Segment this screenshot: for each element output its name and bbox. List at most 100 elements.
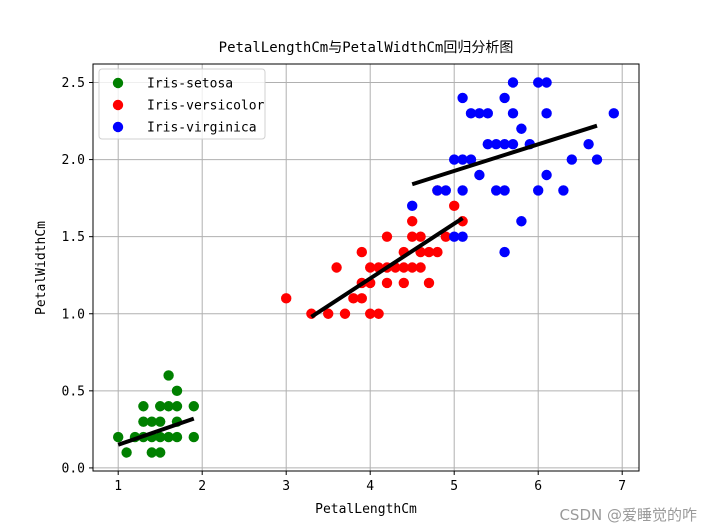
point-iris-versicolor — [323, 308, 334, 319]
point-iris-setosa — [138, 401, 149, 412]
point-iris-virginica — [499, 246, 510, 258]
legend-marker-iris-setosa — [112, 77, 124, 89]
y-axis-label: PetalWidthCm — [34, 221, 49, 315]
point-iris-virginica — [449, 154, 460, 165]
point-iris-setosa — [113, 431, 124, 443]
point-iris-virginica — [507, 138, 519, 150]
point-iris-virginica — [558, 185, 569, 196]
point-iris-setosa — [188, 401, 199, 412]
point-iris-versicolor — [407, 216, 418, 227]
watermark: CSDN @爱睡觉的咋 — [559, 506, 697, 524]
point-iris-virginica — [474, 108, 485, 119]
point-iris-versicolor — [331, 262, 342, 273]
x-tick-label: 4 — [366, 479, 374, 494]
chart-title: PetalLengthCm与PetalWidthCm回归分析图 — [219, 39, 514, 56]
point-iris-virginica — [457, 92, 468, 104]
point-iris-setosa — [121, 447, 132, 458]
point-iris-versicolor — [398, 262, 409, 273]
point-iris-setosa — [146, 447, 157, 458]
point-iris-virginica — [507, 108, 519, 119]
point-iris-setosa — [155, 431, 166, 443]
regression-lines — [117, 123, 598, 447]
point-iris-virginica — [591, 154, 603, 165]
point-iris-virginica — [407, 200, 418, 212]
x-tick-label: 1 — [114, 479, 122, 494]
legend-label-iris-setosa: Iris-setosa — [147, 77, 233, 92]
point-iris-virginica — [432, 185, 443, 196]
point-iris-virginica — [541, 77, 552, 88]
point-iris-setosa — [171, 385, 183, 397]
point-iris-virginica — [465, 108, 477, 119]
point-iris-virginica — [491, 185, 502, 196]
point-iris-virginica — [507, 77, 519, 88]
point-iris-virginica — [449, 231, 460, 242]
y-tick-label: 0.5 — [62, 384, 85, 399]
point-iris-versicolor — [423, 277, 435, 289]
legend: Iris-setosa Iris-versicolor Iris-virginica — [98, 68, 266, 140]
y-tick-label: 2.5 — [62, 76, 85, 91]
point-iris-versicolor — [365, 308, 376, 319]
x-tick-label: 2 — [198, 479, 206, 494]
point-iris-virginica — [440, 185, 451, 196]
fit-line-iris-versicolor — [310, 216, 464, 319]
x-tick-label: 5 — [450, 479, 458, 494]
point-iris-virginica — [499, 138, 510, 150]
point-iris-versicolor — [373, 308, 384, 319]
point-iris-setosa — [163, 401, 174, 412]
point-iris-versicolor — [356, 293, 367, 304]
point-iris-virginica — [491, 138, 502, 150]
y-tick-label: 1.5 — [62, 230, 85, 245]
point-iris-virginica — [457, 185, 468, 196]
legend-label-iris-virginica: Iris-virginica — [147, 121, 257, 136]
point-iris-setosa — [163, 370, 174, 381]
point-iris-versicolor — [432, 246, 443, 258]
point-iris-versicolor — [423, 246, 435, 258]
point-iris-setosa — [171, 431, 183, 443]
point-iris-virginica — [516, 216, 527, 227]
point-iris-versicolor — [440, 231, 451, 242]
point-iris-virginica — [474, 169, 485, 181]
axis-ticks: 1 2 3 4 5 6 7 0.0 0.5 1.0 1.5 2.0 2.5 — [62, 76, 627, 494]
point-iris-setosa — [155, 416, 166, 427]
legend-box — [98, 68, 266, 140]
x-tick-label: 3 — [282, 479, 290, 494]
point-iris-virginica — [516, 123, 527, 134]
x-axis-label: PetalLengthCm — [315, 502, 417, 517]
point-iris-virginica — [457, 231, 468, 242]
point-iris-versicolor — [415, 262, 426, 273]
point-iris-setosa — [163, 431, 174, 443]
point-iris-virginica — [541, 108, 552, 119]
point-iris-setosa — [188, 431, 199, 443]
point-iris-versicolor — [415, 231, 426, 242]
point-iris-setosa — [171, 401, 183, 412]
point-iris-versicolor — [356, 246, 367, 258]
legend-label-iris-versicolor: Iris-versicolor — [147, 99, 265, 114]
point-iris-virginica — [499, 185, 510, 196]
legend-marker-iris-versicolor — [112, 99, 124, 111]
y-tick-label: 1.0 — [62, 307, 85, 322]
point-iris-versicolor — [339, 308, 351, 319]
point-iris-setosa — [155, 401, 166, 412]
point-iris-versicolor — [407, 262, 418, 273]
plot-area — [92, 63, 640, 472]
point-iris-virginica — [608, 108, 619, 119]
point-iris-versicolor — [365, 262, 376, 273]
point-iris-versicolor — [449, 200, 460, 212]
point-iris-virginica — [583, 138, 594, 150]
point-iris-virginica — [499, 92, 510, 104]
fit-line-iris-setosa — [117, 416, 195, 447]
legend-marker-iris-virginica — [112, 121, 124, 133]
data-points — [113, 77, 619, 458]
point-iris-virginica — [482, 138, 493, 150]
y-tick-label: 2.0 — [62, 153, 85, 168]
point-iris-versicolor — [381, 231, 393, 242]
point-iris-virginica — [566, 154, 577, 165]
point-iris-virginica — [465, 154, 477, 165]
fit-line-iris-virginica — [411, 123, 598, 187]
point-iris-virginica — [482, 108, 493, 119]
point-iris-versicolor — [381, 277, 393, 289]
point-iris-versicolor — [348, 293, 359, 304]
point-iris-versicolor — [398, 277, 409, 289]
point-iris-setosa — [138, 416, 149, 427]
